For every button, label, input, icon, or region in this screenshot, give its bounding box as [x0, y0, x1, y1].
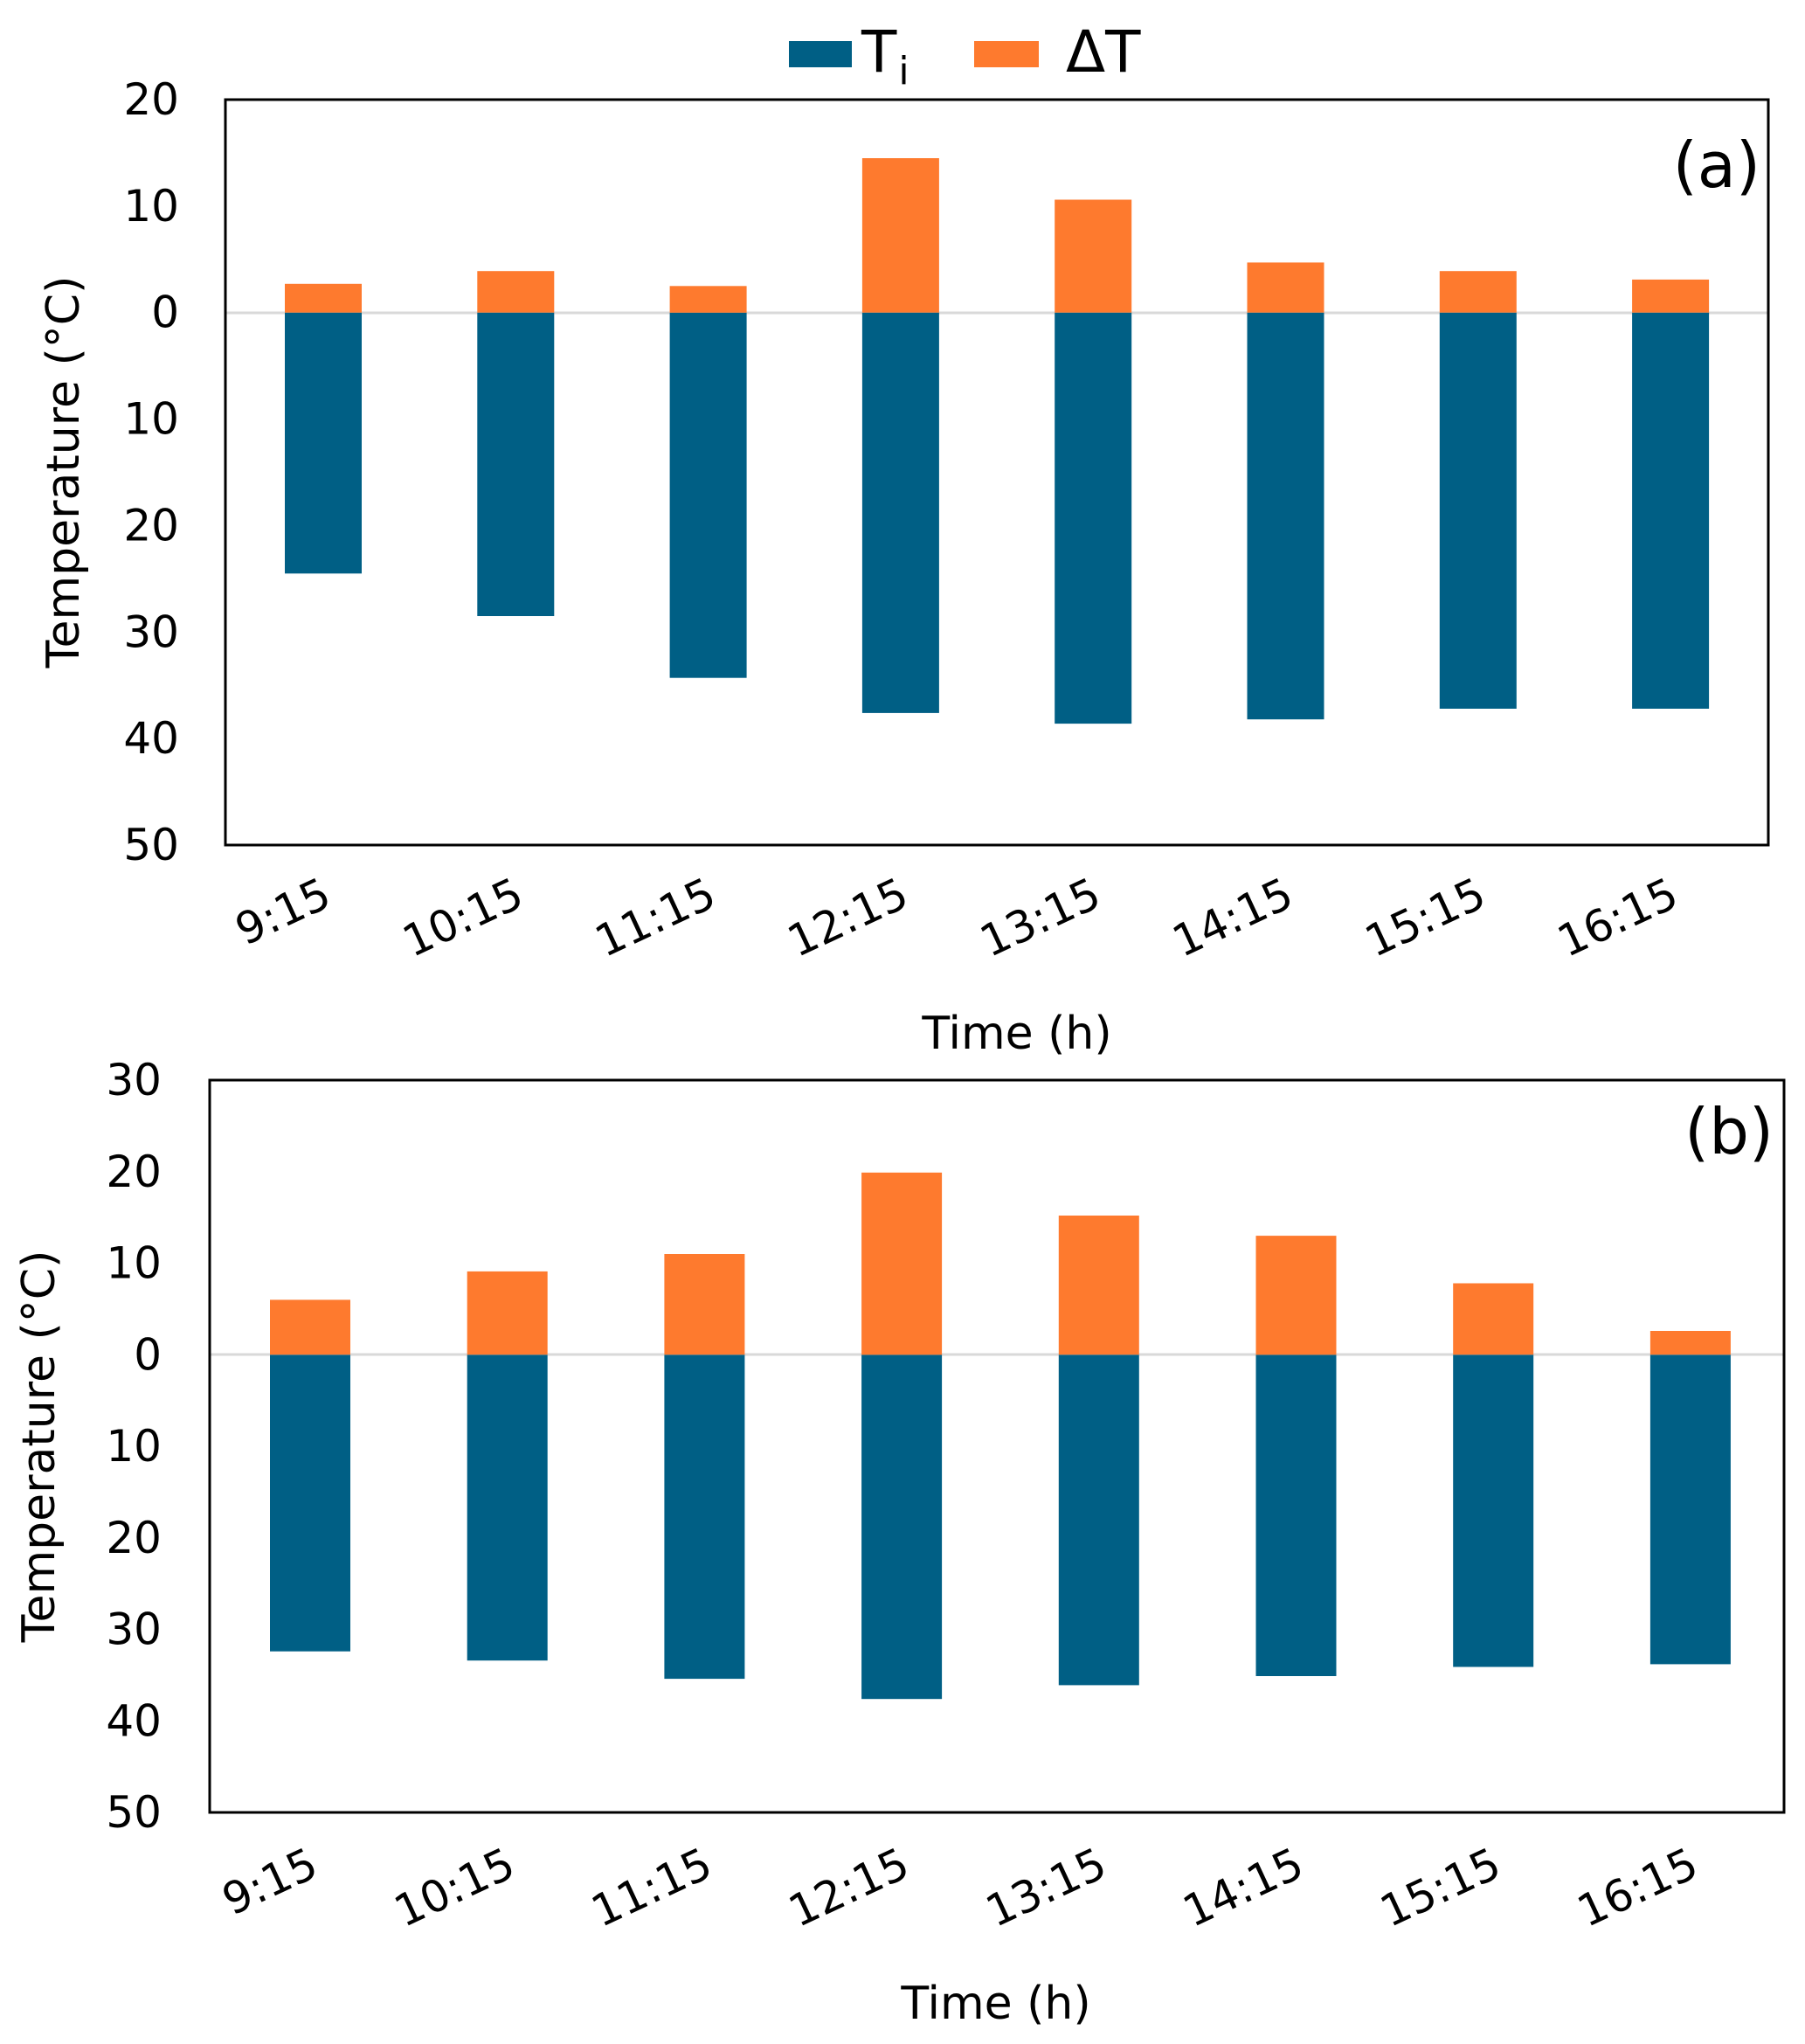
panel-b-bar-dt-3 [861, 1172, 943, 1355]
panel-a-bar-dt-6 [1439, 271, 1517, 313]
panel-b-bars [270, 1172, 1731, 1700]
panel-b-y-tick-label: 10 [106, 1238, 162, 1289]
panel-b-y-tick-label: 50 [106, 1787, 162, 1838]
panel-b-x-tick-label: 14:15 [1175, 1838, 1311, 1937]
panel-b-x-tick-label: 16:15 [1570, 1838, 1705, 1937]
panel-a-bar-ti-4 [1055, 312, 1132, 724]
panel-b-bar-ti-4 [1058, 1355, 1139, 1686]
panel-a-bar-dt-7 [1632, 279, 1710, 313]
panel-a-bar-ti-5 [1247, 312, 1324, 720]
legend-dt-swatch [974, 41, 1039, 67]
panel-a-bar-dt-4 [1055, 199, 1132, 313]
panel-a-bar-ti-2 [669, 312, 747, 678]
panel-a-x-axis-ticks: 9:15 10:15 11:15 12:15 13:15 14:15 15:15 16:15 [228, 868, 1685, 967]
panel-b-bar-dt-5 [1255, 1236, 1337, 1355]
panel-a-y-tick-label: 10 [123, 181, 179, 232]
panel-a-x-tick-label: 10:15 [395, 868, 530, 967]
panel-b-bar-dt-4 [1058, 1216, 1139, 1355]
panel-b-bar-ti-1 [467, 1355, 548, 1661]
panel-a-x-tick-label: 12:15 [780, 868, 916, 967]
panel-a-bar-ti-1 [477, 312, 555, 616]
panel-a-label: (a) [1673, 128, 1760, 202]
panel-b: 30 20 10 0 10 20 30 40 50 9:15 10:15 11:15 12:15 13:… [13, 1055, 1786, 2030]
panel-a-x-tick-label: 9:15 [228, 868, 338, 955]
panel-a-bar-dt-1 [477, 271, 555, 313]
panel-b-bar-dt-1 [467, 1271, 548, 1355]
panel-b-x-tick-label: 11:15 [584, 1838, 719, 1937]
panel-b-y-tick-label: 30 [106, 1055, 162, 1105]
panel-b-x-tick-label: 12:15 [781, 1838, 916, 1937]
panel-a-x-tick-label: 16:15 [1550, 868, 1685, 967]
panel-b-x-axis-title: Time (h) [900, 1978, 1090, 2030]
panel-b-y-tick-label: 20 [106, 1513, 162, 1563]
panel-b-bar-ti-5 [1255, 1355, 1337, 1676]
panel-a-bar-dt-0 [285, 283, 362, 313]
panel-a-y-tick-label: 30 [123, 606, 179, 657]
panel-a-bar-ti-6 [1439, 312, 1517, 709]
panel-a-y-tick-label: 20 [123, 500, 179, 551]
panel-a: 20 10 0 10 20 30 40 50 9:15 10:15 11:15 12:15 13:15… [38, 74, 1770, 1060]
panel-a-y-axis-title: Temperature (°C) [38, 276, 90, 669]
panel-a-bar-dt-3 [861, 158, 939, 313]
panel-a-bar-dt-2 [669, 286, 747, 313]
panel-a-y-axis-ticks: 20 10 0 10 20 30 40 50 [123, 74, 179, 870]
legend-ti-label: Ti [861, 18, 909, 94]
panel-a-x-tick-label: 15:15 [1358, 868, 1493, 967]
panel-b-y-tick-label: 30 [106, 1604, 162, 1655]
panel-a-frame [224, 98, 1770, 847]
panel-a-bar-ti-7 [1632, 312, 1710, 709]
panel-a-x-tick-label: 13:15 [972, 868, 1108, 967]
panel-b-x-tick-label: 10:15 [387, 1838, 522, 1937]
panel-b-y-tick-label: 0 [134, 1329, 162, 1380]
panel-b-bar-ti-7 [1649, 1355, 1731, 1665]
panel-b-label: (b) [1684, 1095, 1774, 1168]
panel-a-bars [285, 158, 1710, 724]
panel-a-x-tick-label: 11:15 [588, 868, 723, 967]
panel-a-bar-dt-5 [1247, 262, 1324, 313]
panel-b-x-tick-label: 13:15 [979, 1838, 1114, 1937]
legend: Ti ΔT [789, 18, 1141, 94]
panel-a-x-tick-label: 14:15 [1165, 868, 1300, 967]
panel-b-y-axis-ticks: 30 20 10 0 10 20 30 40 50 [106, 1055, 162, 1838]
panel-b-y-tick-label: 10 [106, 1421, 162, 1472]
panel-b-bar-dt-7 [1649, 1331, 1731, 1355]
panel-b-bar-ti-6 [1453, 1355, 1534, 1667]
legend-ti-main: T [861, 18, 897, 86]
legend-ti-swatch [789, 41, 852, 67]
panel-a-bar-ti-0 [285, 312, 362, 574]
panel-b-x-axis-ticks: 9:15 10:15 11:15 12:15 13:15 14:15 15:15 16:15 [215, 1838, 1705, 1937]
panel-b-bar-ti-2 [664, 1355, 745, 1680]
panel-a-y-tick-label: 40 [123, 713, 179, 764]
panel-a-y-tick-label: 20 [123, 74, 179, 125]
panel-a-bar-ti-3 [861, 312, 939, 713]
panel-b-y-axis-title: Temperature (°C) [13, 1251, 66, 1644]
panel-b-frame [208, 1078, 1786, 1814]
panel-a-x-axis-title: Time (h) [921, 1008, 1111, 1060]
panel-b-bar-ti-3 [861, 1355, 943, 1700]
panel-b-bar-dt-0 [270, 1299, 350, 1355]
legend-ti-sub: i [898, 49, 909, 94]
panel-b-bar-ti-0 [270, 1355, 350, 1652]
panel-b-x-tick-label: 9:15 [215, 1838, 325, 1925]
panel-b-y-tick-label: 20 [106, 1147, 162, 1197]
panel-b-y-tick-label: 40 [106, 1695, 162, 1746]
panel-b-bar-dt-6 [1453, 1283, 1534, 1355]
panel-a-y-tick-label: 10 [123, 394, 179, 445]
panel-a-y-tick-label: 0 [151, 288, 179, 338]
panel-a-y-tick-label: 50 [123, 820, 179, 870]
legend-dt-label: ΔT [1066, 18, 1141, 86]
panel-b-bar-dt-2 [664, 1254, 745, 1355]
panel-b-x-tick-label: 15:15 [1373, 1838, 1508, 1937]
